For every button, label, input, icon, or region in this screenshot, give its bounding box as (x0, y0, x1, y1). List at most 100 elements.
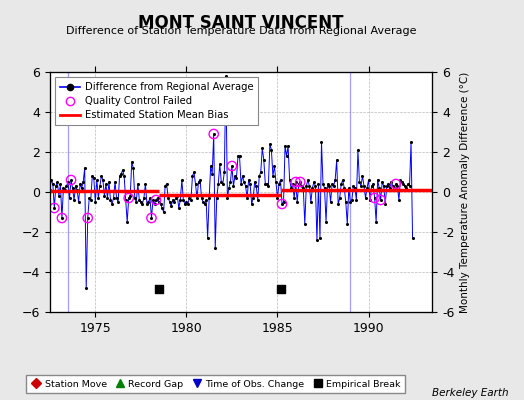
Point (191, 181, 200, 187)
Point (50, 205, 59, 211)
Point (318, 139, 326, 145)
Point (252, 183, 260, 189)
Point (184, 201, 192, 207)
Point (298, 183, 306, 189)
Point (307, 199, 315, 205)
Point (112, 195, 121, 201)
Text: Difference of Station Temperature Data from Regional Average: Difference of Station Temperature Data f… (66, 26, 416, 36)
Point (220, 169, 228, 175)
Point (301, 221, 309, 227)
Point (345, 185, 353, 191)
Point (291, 179, 300, 185)
Point (370, 195, 379, 201)
Point (398, 179, 406, 185)
Point (279, 199, 288, 205)
Point (82, 285, 91, 291)
Point (103, 195, 112, 201)
Point (162, 181, 171, 187)
Point (53, 179, 61, 185)
Point (52, 183, 60, 189)
Point (266, 141, 274, 147)
Point (281, 143, 289, 149)
Point (147, 215, 156, 221)
Point (194, 179, 203, 185)
Point (79, 179, 88, 185)
Point (381, 201, 389, 207)
Point (243, 195, 252, 201)
Point (202, 197, 210, 203)
Point (155, 199, 163, 205)
Point (70, 197, 78, 203)
Point (228, 163, 236, 169)
Point (99, 177, 107, 183)
Point (210, 131, 218, 137)
Point (290, 195, 298, 201)
Point (379, 183, 388, 189)
Point (58, 215, 66, 221)
Point (81, 165, 89, 171)
Point (125, 195, 133, 201)
Point (178, 177, 186, 183)
Point (406, 183, 414, 189)
Point (78, 185, 86, 191)
Point (86, 197, 95, 203)
Point (366, 197, 374, 203)
Point (56, 181, 64, 187)
Point (152, 197, 160, 203)
Point (404, 181, 412, 187)
Point (123, 219, 132, 225)
Point (235, 153, 244, 159)
Point (296, 179, 304, 185)
Point (270, 163, 279, 169)
Point (232, 175, 241, 181)
Point (205, 195, 213, 201)
Point (144, 199, 152, 205)
Point (383, 183, 391, 189)
Point (351, 185, 359, 191)
Point (74, 199, 83, 205)
Point (226, 179, 235, 185)
Point (396, 177, 405, 183)
Point (222, 73, 230, 79)
Point (360, 183, 368, 189)
Point (326, 199, 335, 205)
Point (250, 179, 259, 185)
Point (214, 181, 223, 187)
Point (102, 181, 110, 187)
Point (46, 187, 54, 193)
Point (305, 183, 313, 189)
Point (223, 195, 232, 201)
Point (159, 209, 168, 215)
Point (355, 179, 364, 185)
Point (272, 179, 280, 185)
Point (284, 143, 292, 149)
Point (337, 181, 345, 187)
Point (377, 197, 385, 203)
Point (261, 181, 269, 187)
Point (62, 183, 71, 189)
Point (391, 181, 400, 187)
Point (228, 163, 236, 169)
Point (259, 157, 268, 163)
Point (278, 201, 286, 207)
Point (313, 237, 321, 243)
Point (370, 195, 379, 201)
Point (310, 179, 318, 185)
Point (358, 173, 367, 179)
Point (71, 183, 80, 189)
Point (64, 179, 72, 185)
Point (372, 219, 380, 225)
Legend: Station Move, Record Gap, Time of Obs. Change, Empirical Break: Station Move, Record Gap, Time of Obs. C… (26, 375, 406, 393)
Point (343, 221, 352, 227)
Point (347, 197, 356, 203)
Point (399, 181, 408, 187)
Point (188, 173, 196, 179)
Point (354, 147, 362, 153)
Point (137, 199, 145, 205)
Point (203, 235, 212, 241)
Point (346, 199, 355, 205)
Point (386, 185, 394, 191)
Point (320, 185, 329, 191)
Point (314, 181, 323, 187)
Point (146, 195, 154, 201)
